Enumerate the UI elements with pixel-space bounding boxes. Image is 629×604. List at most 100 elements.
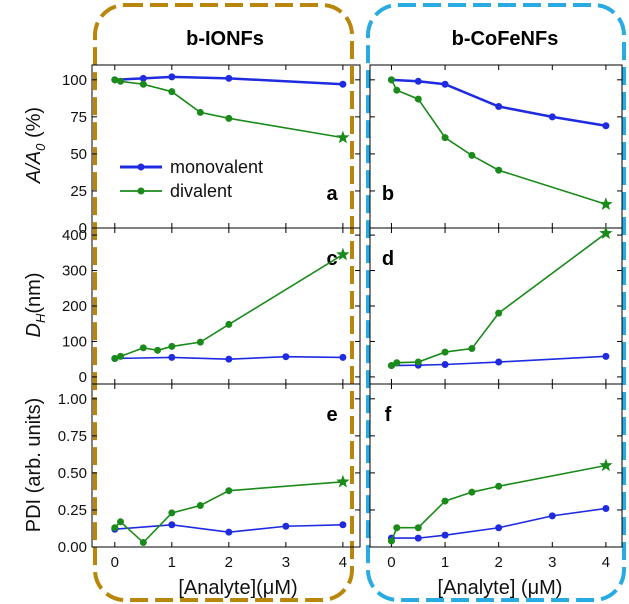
x-tick-label-e: 4 [339,554,347,571]
data-point-divalent-d [414,358,422,366]
y-tick-label-c: 200 [62,298,87,315]
data-point-monovalent-f [495,524,503,532]
data-point-divalent-c [117,352,125,360]
data-point-divalent-f [495,482,503,490]
data-point-divalent-b [414,95,422,103]
x-axis-label-left: [Analyte](μM) [178,577,297,599]
data-point-divalent-b [495,166,503,174]
panel-letter-b: b [382,183,394,205]
data-point-star-d [599,226,613,239]
y-tick-label-e: 0.50 [58,465,87,482]
data-point-divalent-b [393,86,401,94]
series-line-divalent-a [114,79,344,139]
data-point-divalent-a [225,114,233,122]
data-point-star-b [599,197,613,210]
y-tick-label-a: 50 [70,146,87,163]
data-point-monovalent-e [225,528,233,536]
data-point-divalent-e [196,502,204,510]
data-point-monovalent-a [139,74,147,82]
data-point-monovalent-a [168,73,176,81]
data-point-divalent-c [111,354,119,362]
data-point-monovalent-f [548,512,556,520]
y-tick-label-e: 0.25 [58,502,87,519]
data-point-star-e [336,474,350,488]
data-point-monovalent-d [495,358,503,366]
panel-box-right [366,3,626,602]
y-label-top-sub: 0 [33,143,48,151]
x-tick-label-e: 3 [282,554,290,571]
data-point-divalent-c [196,338,204,346]
data-point-divalent-c [168,342,176,350]
data-point-monovalent-d [602,352,610,360]
panel-letter-c: c [326,248,337,270]
data-point-divalent-d [468,345,476,353]
x-tick-label-e: 2 [225,554,233,571]
data-point-monovalent-f [602,504,610,512]
y-tick-label-a: 25 [70,183,87,200]
data-point-divalent-a [111,76,119,84]
data-point-monovalent-b [414,77,422,85]
data-point-monovalent-f [441,531,449,539]
y-axis-label-top: A/A0 (%) [23,107,48,184]
y-tick-label-e: 1.00 [58,391,87,408]
panel-letter-a: a [326,183,338,205]
x-tick-label-e: 1 [168,554,176,571]
y-tick-label-c: 400 [62,227,87,244]
data-point-divalent-d [387,362,395,370]
y-label-mid-main: D [23,323,45,337]
y-tick-label-a: 100 [62,72,87,89]
y-axis-label-bottom: PDI (arb. units) [23,398,45,532]
y-tick-label-a: 0 [79,220,87,237]
axes-frame-f [369,383,623,548]
data-point-monovalent-c [339,353,347,361]
data-point-divalent-c [225,320,233,328]
legend-marker-monovalent [137,163,145,171]
x-tick-label-f: 1 [441,554,449,571]
x-tick-label-f: 2 [495,554,503,571]
y-label-mid-sub: H [33,313,48,323]
y-tick-label-c: 0 [79,369,87,386]
data-point-monovalent-b [602,122,610,130]
data-point-divalent-a [139,80,147,88]
data-point-divalent-a [168,88,176,96]
data-point-monovalent-b [441,80,449,88]
data-point-monovalent-d [441,361,449,368]
x-tick-label-f: 4 [602,554,610,571]
series-line-monovalent-b [391,78,607,127]
axes-frame-b [369,64,623,229]
data-point-monovalent-f [414,534,422,542]
data-point-divalent-f [414,524,422,532]
data-point-divalent-d [495,309,503,317]
panel-title-right: b-CoFeNFs [452,28,559,50]
y-label-mid-unit: (nm) [23,273,45,314]
chart-marks: monovalent divalent [111,73,613,547]
data-point-divalent-a [196,108,204,116]
data-point-divalent-b [468,151,476,159]
data-point-divalent-d [393,359,401,367]
data-point-monovalent-c [225,355,233,363]
panel-letter-d: d [382,248,394,270]
y-axis-label-middle: DH(nm) [23,273,48,338]
data-point-divalent-e [225,487,233,495]
data-point-divalent-f [393,524,401,532]
y-tick-label-e: 0.00 [58,539,87,556]
x-tick-label-e: 0 [111,554,119,571]
data-point-divalent-a [117,77,125,85]
y-label-top-unit: (%) [23,107,45,144]
data-point-divalent-f [441,497,449,505]
data-point-monovalent-e [339,521,347,529]
data-point-divalent-b [441,134,449,142]
y-tick-label-c: 100 [62,333,87,350]
data-point-monovalent-b [548,113,556,121]
data-point-divalent-e [111,524,119,532]
data-point-divalent-d [441,348,449,356]
data-point-star-a [336,130,350,144]
data-point-divalent-b [387,76,395,84]
legend-marker-divalent [137,187,145,195]
axes-frame-e [91,383,361,548]
series-line-monovalent-f [391,507,607,539]
data-point-star-f [599,458,613,472]
y-tick-label-c: 300 [62,263,87,280]
